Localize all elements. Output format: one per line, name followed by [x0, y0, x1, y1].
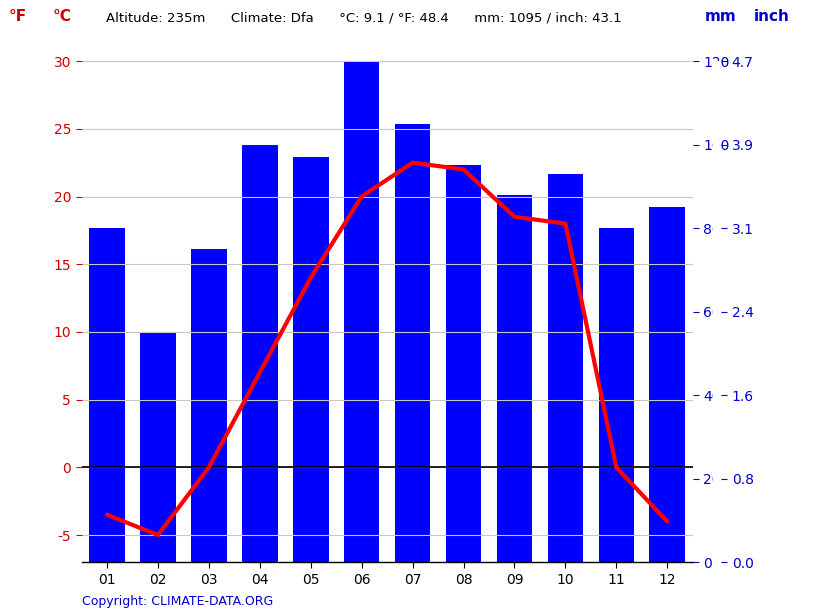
- Bar: [242, 145, 278, 562]
- Text: °C: °C: [53, 9, 72, 24]
- Bar: [496, 195, 532, 562]
- Bar: [191, 249, 227, 562]
- Bar: [446, 166, 482, 562]
- Bar: [293, 157, 328, 562]
- Bar: [598, 228, 634, 562]
- Text: Altitude: 235m      Climate: Dfa      °C: 9.1 / °F: 48.4      mm: 1095 / inch: 4: Altitude: 235m Climate: Dfa °C: 9.1 / °F…: [106, 12, 622, 24]
- Text: mm: mm: [705, 9, 737, 24]
- Bar: [89, 228, 125, 562]
- Text: °F: °F: [8, 9, 26, 24]
- Text: Copyright: CLIMATE-DATA.ORG: Copyright: CLIMATE-DATA.ORG: [82, 595, 273, 608]
- Bar: [650, 207, 685, 562]
- Text: inch: inch: [754, 9, 790, 24]
- Bar: [344, 61, 380, 562]
- Bar: [548, 174, 584, 562]
- Bar: [394, 123, 430, 562]
- Bar: [140, 332, 176, 562]
